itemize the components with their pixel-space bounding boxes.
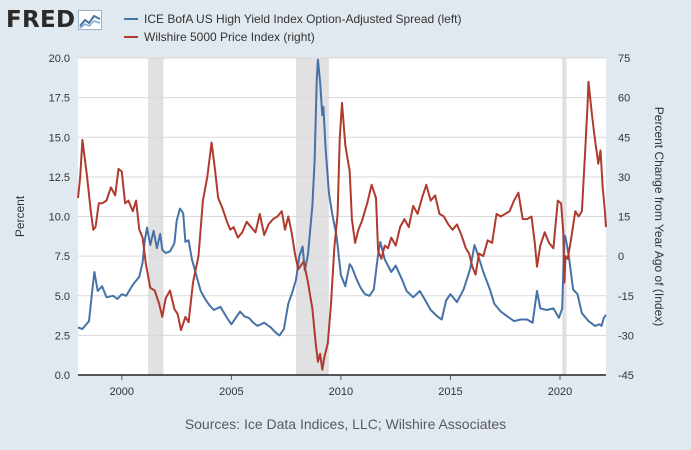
y-right-tick-label: -30 [618,330,634,342]
x-tick-label: 2005 [219,386,243,398]
series-line-wilshire [77,80,607,371]
legend-item-hy-spread: ICE BofA US High Yield Index Option-Adju… [124,10,462,28]
y-left-tick-label: 20.0 [49,53,70,65]
legend-label-hy-spread: ICE BofA US High Yield Index Option-Adju… [144,12,462,26]
y-right-tick-label: 60 [618,93,630,105]
y-right-tick-label: 0 [618,251,624,263]
legend-item-wilshire: Wilshire 5000 Price Index (right) [124,28,462,46]
x-tick-label: 2020 [548,386,572,398]
fred-wordmark: FRED [6,7,76,33]
y-right-axis-title: Percent Change from Year Ago of (Index) [652,107,666,326]
y-left-tick-label: 17.5 [49,93,70,105]
sources-note: Sources: Ice Data Indices, LLC; Wilshire… [184,416,507,432]
line-chart[interactable]: 0.0 -45 2.5 -30 5.0 -15 7.5 0 10.0 15 12.5 30 15.0 45… [0,0,691,410]
y-left-tick-label: 5.0 [55,291,70,303]
y-left-tick-label: 0.0 [55,370,70,382]
y-right-tick-label: -15 [618,291,634,303]
y-right-tick-label: 15 [618,212,630,224]
fred-logo[interactable]: FRED [6,6,103,34]
x-tick-label: 2000 [110,386,134,398]
y-right-tick-label: -45 [618,370,634,382]
legend-swatch-wilshire [124,36,138,38]
y-left-axis-title: Percent [13,195,27,237]
fred-chart-icon [78,10,103,30]
y-left-tick-label: 2.5 [55,330,70,342]
y-left-tick-label: 12.5 [49,172,70,184]
y-left-tick-label: 10.0 [49,212,70,224]
chart-legend: ICE BofA US High Yield Index Option-Adju… [124,10,462,46]
y-right-tick-label: 30 [618,172,630,184]
y-left-tick-label: 7.5 [55,251,70,263]
y-right-tick-label: 75 [618,53,630,65]
y-left-tick-label: 15.0 [49,132,70,144]
legend-label-wilshire: Wilshire 5000 Price Index (right) [144,30,315,44]
series-line-hy-spread [77,58,607,337]
x-tick-label: 2010 [329,386,353,398]
legend-swatch-hy-spread [124,18,138,20]
y-right-tick-label: 45 [618,132,630,144]
x-tick-label: 2015 [438,386,462,398]
